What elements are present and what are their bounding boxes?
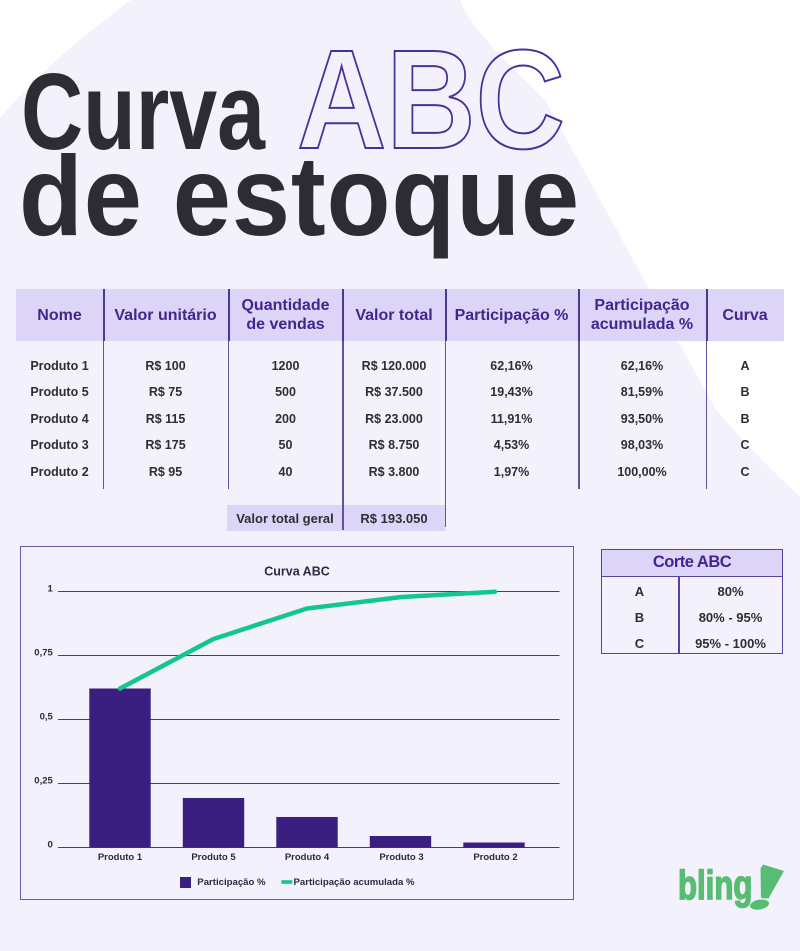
svg-text:Produto 3: Produto 3: [379, 852, 423, 863]
svg-text:0,25: 0,25: [34, 776, 53, 787]
svg-text:0,75: 0,75: [34, 648, 53, 659]
svg-text:bling: bling: [678, 862, 752, 908]
svg-text:Curva ABC: Curva ABC: [264, 565, 330, 579]
svg-text:0,5: 0,5: [40, 712, 54, 723]
svg-text:Participação acumulada %: Participação acumulada %: [294, 877, 416, 888]
svg-text:Participação %: Participação %: [197, 877, 266, 888]
svg-text:Produto 1: Produto 1: [98, 852, 143, 863]
svg-text:Produto 2: Produto 2: [473, 852, 517, 863]
svg-text:0: 0: [48, 840, 53, 851]
svg-text:1: 1: [48, 584, 54, 595]
svg-text:Produto 5: Produto 5: [191, 852, 236, 863]
svg-text:Produto 4: Produto 4: [285, 852, 330, 863]
